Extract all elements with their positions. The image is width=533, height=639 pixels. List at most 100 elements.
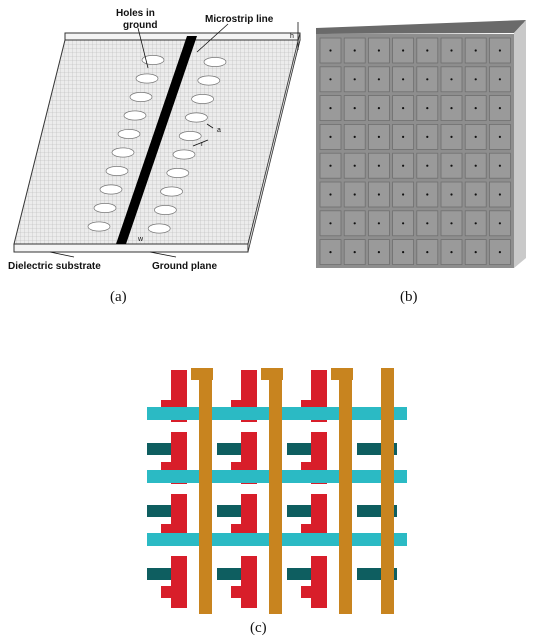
red-bar — [231, 586, 257, 598]
cell-via-dot — [353, 251, 356, 254]
cell-via-dot — [474, 135, 477, 138]
dim-a: a — [217, 127, 221, 134]
orange-overlap — [381, 526, 394, 550]
cell-via-dot — [474, 222, 477, 225]
cell-via-dot — [474, 164, 477, 167]
woven-lattice — [147, 368, 407, 614]
substrate-side-edge — [247, 32, 301, 253]
ground-hole — [203, 57, 227, 67]
ground-hole — [129, 92, 153, 102]
orange-bar — [381, 368, 394, 614]
cell-via-dot — [426, 135, 429, 138]
cell-via-dot — [353, 49, 356, 52]
orange-cap — [331, 368, 353, 380]
cell-via-dot — [450, 193, 453, 196]
orange-overlap — [381, 589, 394, 613]
cell-via-dot — [426, 78, 429, 81]
ground-hole — [111, 147, 135, 158]
cell-via-dot — [450, 49, 453, 52]
cyan-overlap — [229, 533, 267, 546]
cell-via-dot — [450, 135, 453, 138]
cell-via-dot — [353, 222, 356, 225]
cyan-overlap — [229, 407, 267, 420]
cell-via-dot — [426, 193, 429, 196]
cell-via-dot — [353, 164, 356, 167]
ground-hole — [160, 186, 183, 197]
cell-via-dot — [329, 107, 332, 110]
label-ground-plane: Ground plane — [152, 261, 217, 272]
cell-via-dot — [498, 78, 501, 81]
orange-overlap — [199, 400, 212, 424]
cell-via-dot — [426, 251, 429, 254]
caption-a: (a) — [110, 289, 127, 305]
orange-bar — [339, 368, 352, 614]
ground-hole — [105, 166, 129, 176]
block-side-face — [514, 20, 526, 268]
cell-via-dot — [353, 193, 356, 196]
ground-hole — [141, 55, 165, 65]
cell-via-dot — [426, 222, 429, 225]
cell-via-dot — [498, 49, 501, 52]
cyan-overlap — [299, 470, 337, 483]
cell-via-dot — [377, 135, 380, 138]
cell-via-dot — [329, 49, 332, 52]
cell-via-dot — [402, 193, 405, 196]
orange-overlap — [199, 589, 212, 613]
caption-c: (c) — [250, 620, 267, 636]
ground-hole — [99, 184, 123, 195]
label-microstrip-line: Microstrip line — [205, 14, 274, 25]
cell-via-dot — [377, 107, 380, 110]
orange-cap — [261, 368, 283, 380]
cell-via-dot — [329, 251, 332, 254]
cell-via-dot — [498, 164, 501, 167]
cell-via-dot — [402, 164, 405, 167]
cell-via-dot — [377, 78, 380, 81]
cell-via-dot — [353, 107, 356, 110]
panel-c-woven-structure: (c) — [147, 368, 407, 636]
orange-bar — [199, 368, 212, 614]
ground-hole — [154, 205, 177, 215]
cyan-overlap — [299, 533, 337, 546]
cell-via-dot — [402, 222, 405, 225]
cyan-overlap — [159, 470, 197, 483]
orange-overlap — [339, 589, 352, 613]
cell-via-dot — [498, 135, 501, 138]
cell-via-dot — [498, 251, 501, 254]
cell-via-dot — [377, 251, 380, 254]
dim-h: h — [290, 33, 294, 40]
ground-hole — [87, 221, 111, 232]
substrate-back-edge — [64, 32, 301, 41]
panel-a-microstrip-diagram: Holes in ground Microstrip line Dielectr… — [8, 8, 301, 305]
cell-via-dot — [426, 107, 429, 110]
cell-via-dot — [329, 222, 332, 225]
ground-hole — [93, 203, 117, 213]
ground-hole — [123, 110, 147, 121]
cell-via-dot — [329, 135, 332, 138]
cell-via-dot — [353, 135, 356, 138]
block-top-bevel — [316, 20, 526, 34]
label-dielectric-substrate: Dielectric substrate — [8, 261, 101, 272]
cyan-overlap — [299, 407, 337, 420]
ground-hole — [166, 168, 190, 178]
ground-hole — [135, 73, 159, 84]
ground-hole — [117, 129, 141, 139]
orange-overlap — [269, 526, 282, 550]
cell-via-dot — [329, 164, 332, 167]
microstrip-line — [116, 36, 197, 244]
cell-via-dot — [353, 78, 356, 81]
red-bar — [171, 556, 187, 608]
ground-hole — [197, 75, 221, 86]
orange-overlap — [381, 400, 394, 424]
array-cells — [319, 37, 511, 266]
cell-via-dot — [426, 164, 429, 167]
cell-via-dot — [474, 193, 477, 196]
substrate-front-edge — [13, 243, 249, 253]
cell-via-dot — [450, 164, 453, 167]
red-bar — [301, 586, 327, 598]
cell-via-dot — [402, 251, 405, 254]
cell-via-dot — [474, 49, 477, 52]
orange-overlap — [339, 463, 352, 487]
cell-via-dot — [474, 251, 477, 254]
cell-via-dot — [377, 222, 380, 225]
